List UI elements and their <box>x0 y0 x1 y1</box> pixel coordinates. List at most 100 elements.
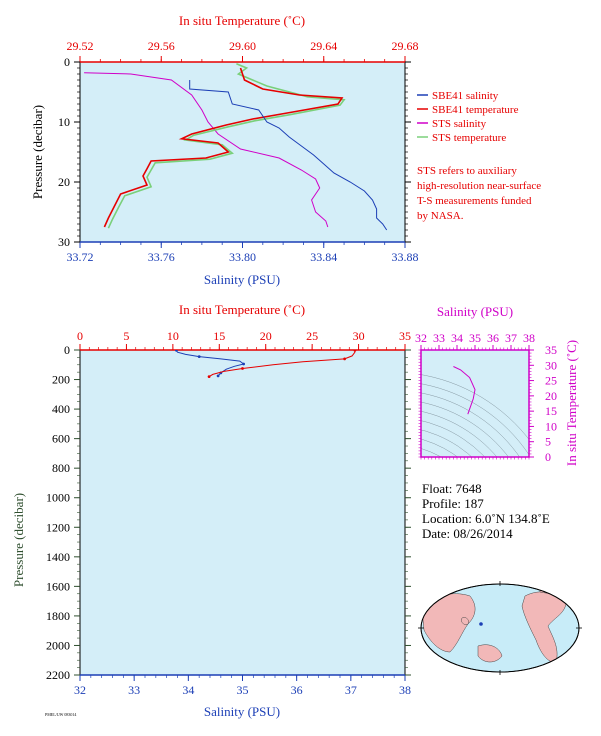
note-line: high-resolution near-surface <box>417 180 541 192</box>
lower-top-axis-title: In situ Temperature (˚C) <box>179 302 305 317</box>
ts-right-tick-label: 5 <box>545 435 551 449</box>
upper-y-axis-title: Pressure (decibar) <box>30 105 45 199</box>
lower-series-point <box>216 374 220 378</box>
ts-top-axis-title: Salinity (PSU) <box>437 304 513 319</box>
info-float: Float: 7648 <box>422 481 482 496</box>
lower-top-tick-label: 0 <box>77 329 83 343</box>
upper-bottom-tick-label: 33.88 <box>392 250 419 264</box>
lower-bottom-tick-label: 36 <box>291 683 303 697</box>
info-location: Location: 6.0˚N 134.8˚E <box>422 511 550 526</box>
upper-top-tick-label: 29.64 <box>310 39 337 53</box>
lower-top-tick-label: 20 <box>260 329 272 343</box>
upper-top-axis-title: In situ Temperature (˚C) <box>179 13 305 28</box>
ts-right-tick-label: 20 <box>545 389 557 403</box>
ts-top-tick-label: 35 <box>469 331 481 345</box>
ts-top-tick-label: 32 <box>415 331 427 345</box>
lower-y-tick-label: 2000 <box>46 638 70 652</box>
ts-right-axis-title: In situ Temperature (˚C) <box>564 340 579 466</box>
upper-series-line <box>84 72 329 228</box>
ts-top-tick-label: 36 <box>487 331 499 345</box>
upper-bottom-tick-label: 33.80 <box>229 250 256 264</box>
lower-y-tick-label: 200 <box>52 373 70 387</box>
upper-legend: SBE41 salinity SBE41 temperature STS salin… <box>417 90 519 144</box>
upper-top-tick-label: 29.68 <box>392 39 419 53</box>
lower-y-tick-label: 600 <box>52 432 70 446</box>
upper-bottom-tick-label: 33.72 <box>67 250 94 264</box>
legend-label: SBE41 salinity <box>432 90 499 102</box>
lower-series-point <box>241 367 244 370</box>
note-line: by NASA. <box>417 210 464 222</box>
ts-top-tick-label: 34 <box>451 331 463 345</box>
upper-top-tick-label: 29.56 <box>148 39 175 53</box>
upper-bottom-tick-label: 33.76 <box>148 250 175 264</box>
upper-series <box>84 63 388 231</box>
lower-top-tick-label: 5 <box>123 329 129 343</box>
note-line: T-S measurements funded <box>417 195 532 207</box>
lower-top-tick-label: 30 <box>353 329 365 343</box>
ts-right-tick-label: 15 <box>545 404 557 418</box>
lower-bottom-tick-label: 33 <box>128 683 140 697</box>
legend-label: SBE41 temperature <box>432 104 519 116</box>
lower-series-point <box>242 362 246 366</box>
upper-top-tick-label: 29.52 <box>67 39 94 53</box>
map-land <box>421 586 567 663</box>
lower-top-tick-label: 15 <box>213 329 225 343</box>
lower-y-tick-label: 1200 <box>46 520 70 534</box>
lower-y-tick-label: 1000 <box>46 491 70 505</box>
lower-series-point <box>207 375 211 378</box>
upper-bottom-tick-label: 33.84 <box>310 250 337 264</box>
upper-chart: 29.52 29.56 29.60 29.64 29.68 33.72 33.76 33.80… <box>30 13 419 287</box>
upper-ticks: 29.52 29.56 29.60 29.64 29.68 33.72 33.76 33.80… <box>58 39 419 264</box>
lower-series <box>175 350 357 378</box>
ts-right-tick-label: 25 <box>545 374 557 388</box>
lower-chart: 0 5 10 15 20 25 30 35 32 33 34 35 36 37 38 0 200 400 600 80… <box>11 302 411 719</box>
lower-bottom-tick-label: 32 <box>74 683 86 697</box>
upper-top-tick-label: 29.60 <box>229 39 256 53</box>
upper-series-line <box>189 80 388 231</box>
upper-series-line <box>103 67 344 228</box>
lower-bottom-tick-label: 35 <box>237 683 249 697</box>
ts-right-tick-label: 10 <box>545 419 557 433</box>
note-line: STS refers to auxiliary <box>417 165 517 177</box>
lower-series-point <box>353 350 357 352</box>
ts-plot-area <box>420 349 530 458</box>
lower-bottom-tick-label: 38 <box>399 683 411 697</box>
lower-y-axis-title: Pressure (decibar) <box>11 493 26 587</box>
info-profile: Profile: 187 <box>422 496 484 511</box>
lower-bottom-tick-label: 37 <box>345 683 357 697</box>
upper-bottom-axis-title: Salinity (PSU) <box>204 272 280 287</box>
upper-y-tick-label: 0 <box>64 55 70 69</box>
lower-bottom-tick-label: 34 <box>182 683 194 697</box>
ts-series <box>453 366 476 415</box>
world-map <box>418 581 582 675</box>
lower-ticks: 0 5 10 15 20 25 30 35 32 33 34 35 36 37 38 0 200 400 600 80… <box>46 329 411 697</box>
upper-y-tick-label: 10 <box>58 115 70 129</box>
ts-top-tick-label: 33 <box>433 331 445 345</box>
ts-right-tick-label: 35 <box>545 343 557 357</box>
legend-label: STS temperature <box>432 132 506 144</box>
lower-series-point <box>175 350 178 352</box>
ts-top-tick-label: 37 <box>505 331 517 345</box>
float-info: Float: 7648 Profile: 187 Location: 6.0˚N… <box>422 481 550 541</box>
footer-small-text: PMEL/UW 083014 <box>45 712 76 717</box>
lower-y-tick-label: 1800 <box>46 609 70 623</box>
float-location-marker <box>479 622 483 626</box>
lower-y-tick-label: 1600 <box>46 579 70 593</box>
lower-y-tick-label: 400 <box>52 402 70 416</box>
lower-top-tick-label: 35 <box>399 329 411 343</box>
lower-y-tick-label: 0 <box>64 343 70 357</box>
upper-y-tick-label: 30 <box>58 235 70 249</box>
upper-plot-area <box>79 61 406 243</box>
ts-right-tick-label: 30 <box>545 358 557 372</box>
lower-series-point <box>197 355 201 358</box>
lower-top-tick-label: 25 <box>306 329 318 343</box>
lower-series-point <box>343 357 346 361</box>
lower-series-line <box>175 350 245 377</box>
lower-y-tick-label: 2200 <box>46 668 70 682</box>
lower-y-tick-label: 800 <box>52 461 70 475</box>
ts-right-tick-label: 0 <box>545 450 551 464</box>
legend-label: STS salinity <box>432 118 487 130</box>
lower-plot-area <box>79 349 406 676</box>
upper-y-tick-label: 20 <box>58 175 70 189</box>
